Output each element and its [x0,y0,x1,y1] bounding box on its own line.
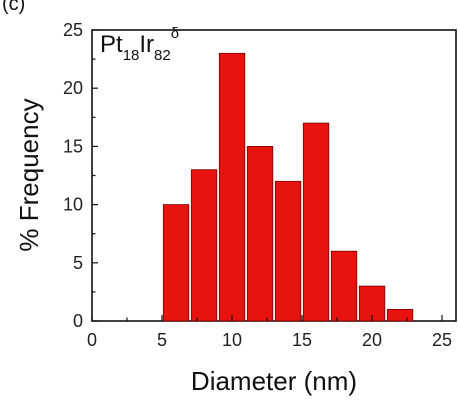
annotation-sub1: 18 [123,47,140,64]
x-tick-label: 15 [292,330,312,350]
plot-area [91,29,457,322]
y-tick-label: 5 [73,253,83,273]
bar-8 [190,169,218,322]
bars-group [162,52,414,322]
y-tick-label: 15 [63,136,83,156]
y-tick-label: 20 [63,78,83,98]
annotation-mid: Ir [139,31,154,58]
panel-label: (c) [2,0,25,15]
bar-22 [386,308,414,322]
bar-18 [330,250,358,322]
y-tick-label: 25 [63,20,83,40]
x-tick-label: 25 [432,330,452,350]
x-axis-title: Diameter (nm) [191,366,357,396]
annotation-sup: δ [171,25,179,42]
x-tick-label: 5 [157,330,167,350]
x-ticks-group: 0 5 10 15 20 25 [87,315,452,350]
x-tick-label: 0 [87,330,97,350]
annotation-base: Pt [100,31,123,58]
bar-10 [218,52,246,322]
plot-frame [91,29,457,322]
bar-6 [162,204,190,322]
bar-16 [302,122,330,322]
x-tick-label: 10 [222,330,242,350]
y-axis-title: % Frequency [14,98,44,251]
x-tick-label: 20 [362,330,382,350]
bar-12 [246,145,274,322]
y-tick-label: 10 [63,195,83,215]
y-tick-label: 0 [73,311,83,331]
y-ticks-group: 0 5 10 15 20 25 [63,20,98,331]
composition-annotation: Pt18Ir82δ [100,25,179,64]
annotation-sub2: 82 [154,47,171,64]
bar-14 [274,180,302,322]
